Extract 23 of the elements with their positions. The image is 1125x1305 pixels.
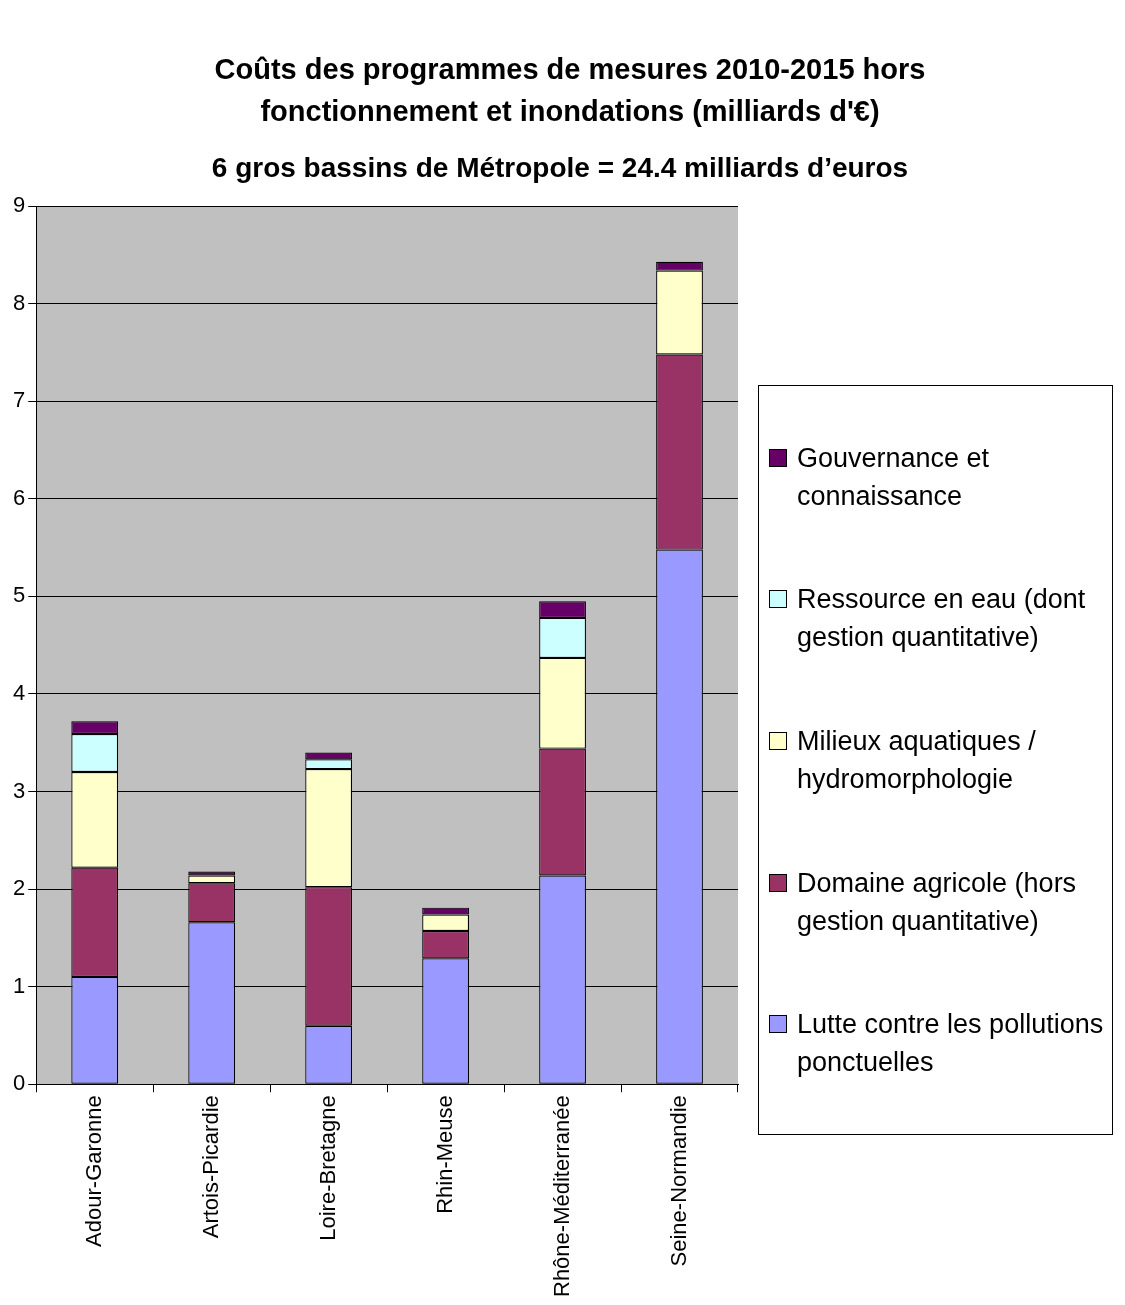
- y-tick-label: 5: [12, 582, 26, 608]
- x-tick-label: Rhône-Méditerranée: [548, 1095, 574, 1297]
- y-tick-label: 3: [12, 777, 26, 803]
- y-tick-label: 4: [12, 680, 26, 706]
- chart-subtitle: 6 gros bassins de Métropole = 24.4 milliards d’euros: [210, 152, 910, 184]
- y-tick-label: 2: [12, 875, 26, 901]
- legend-label: Gouvernance et connaissance: [797, 441, 991, 513]
- legend-label: Milieux aquatiques / hydromorphologie: [797, 725, 1037, 796]
- x-tick-label: Adour-Garonne: [80, 1095, 106, 1247]
- y-tick-label: 1: [12, 972, 26, 998]
- x-tick-label: Loire-Bretagne: [314, 1095, 340, 1241]
- legend-label: Lutte contre les pollutions ponctuelles: [797, 1008, 1104, 1080]
- chart-title: Coûts des programmes de mesures 2010-2015 hors fonctionnement et inondations (milliards d'€): [213, 52, 927, 129]
- x-tick-label: Seine-Normandie: [665, 1095, 691, 1267]
- legend-label: Domaine agricole (hors gestion quantitative): [797, 866, 1078, 938]
- legend-label: Ressource en eau (dont gestion quantitative): [797, 583, 1087, 655]
- y-tick-label: 8: [12, 289, 26, 315]
- y-tick-label: 7: [12, 387, 26, 413]
- y-tick-label: 6: [12, 484, 26, 510]
- y-tick-label: 0: [12, 1070, 26, 1096]
- y-tick-label: 9: [12, 192, 26, 218]
- x-tick-label: Rhin-Meuse: [431, 1095, 457, 1214]
- x-tick-label: Artois-Picardie: [197, 1095, 223, 1239]
